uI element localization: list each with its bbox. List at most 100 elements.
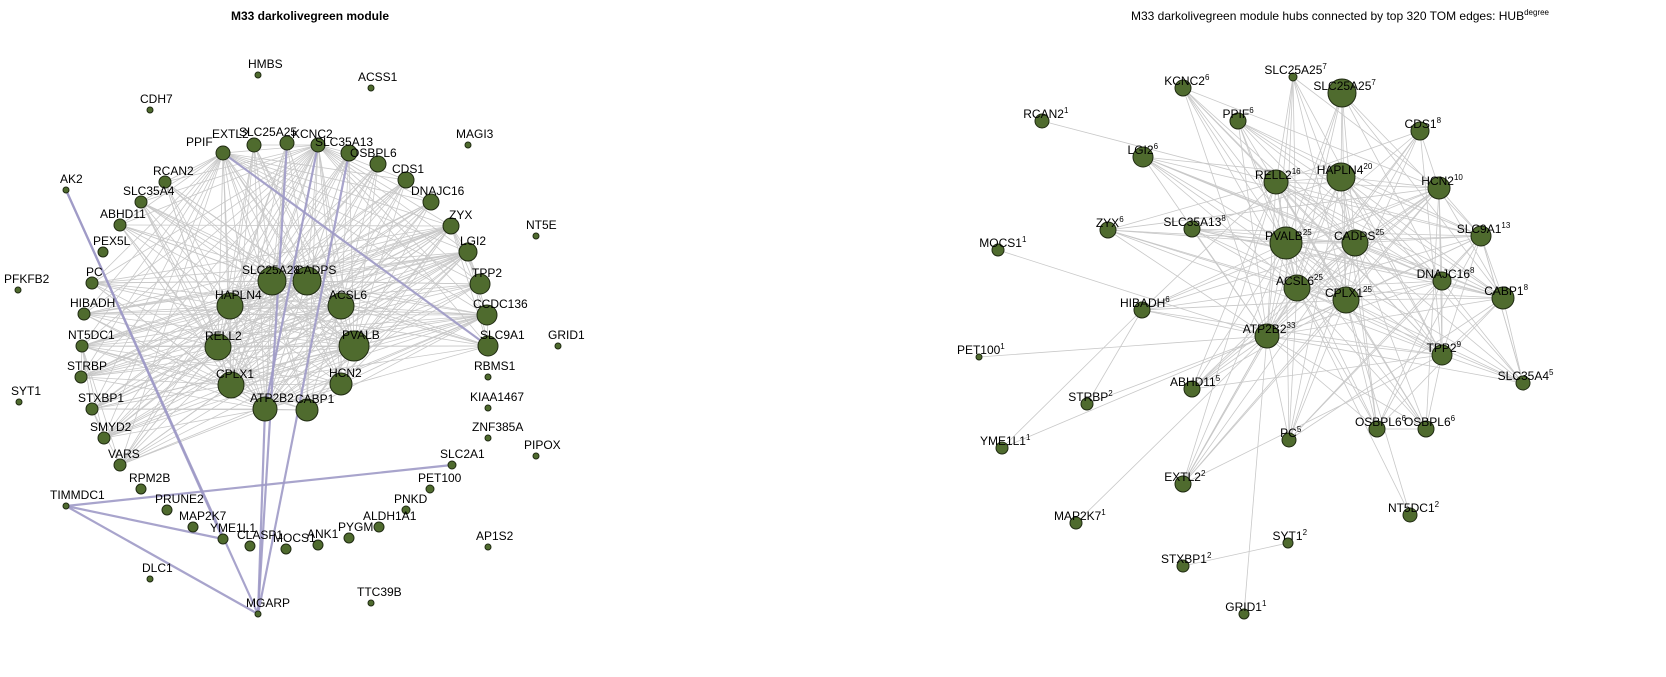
right-edge [1075,335,1268,524]
right-edge [1237,120,1342,178]
left-edge [340,179,407,307]
left-node-label: SLC25A25 [239,125,297,139]
left-node-label: ABHD11 [100,207,146,221]
left-edge [306,225,452,282]
left-node-label: NT5DC1 [68,328,115,342]
right-edge [1243,335,1268,615]
left-edge [81,345,121,466]
left-node-label: ANK1 [307,527,339,541]
left-edge [91,282,342,307]
right-node-label: GRID11 [1225,599,1267,614]
left-node-aldh1a1 [373,521,385,533]
right-node-label: MAP2K71 [1054,508,1106,523]
right-edge [1141,309,1268,337]
left-node-label: SLC35A13 [315,135,373,149]
left-node-cabp1 [295,398,319,422]
right-node-atp2b2 [1254,323,1280,349]
right-title-main: M33 darkolivegreen module hubs connected… [1131,9,1524,23]
right-node-label: PPIF6 [1223,106,1255,121]
right-edge [1285,242,1524,384]
right-edge [1191,287,1298,390]
right-edge [997,249,1268,337]
left-node-pipox [532,452,540,460]
right-node-stxbp1 [1176,559,1190,573]
left-node-label: MAP2K7 [179,509,227,523]
right-edge [1266,92,1343,337]
left-node-label: CABP1 [295,392,335,406]
right-edge [1182,242,1356,485]
left-edge [229,305,266,410]
left-edge [119,346,219,466]
left-node-label: SYT1 [11,384,41,398]
left-highlight-edge [256,142,289,615]
left-node-label: PYGM [338,520,373,534]
left-edge [119,224,231,307]
right-edge [1502,297,1524,384]
left-edge [230,345,489,386]
right-edge [1107,229,1356,244]
left-edge [222,152,273,282]
right-node-abhd11 [1183,380,1201,398]
right-node-label: SLC25A257 [1313,78,1376,93]
right-node-osbpl6 [1368,420,1386,438]
left-node-label: STRBP [67,359,107,373]
right-node-pvalb [1269,226,1303,260]
right-node-label: MOCS11 [979,235,1027,250]
right-node-slc35a13 [1183,220,1201,238]
left-highlight-edge [64,189,225,540]
right-edge [1141,242,1287,311]
left-node-hcn2 [329,372,353,396]
left-edge [91,384,232,410]
left-node-dlc1 [146,575,154,583]
left-edge [230,345,355,386]
left-highlight-edge [65,504,224,541]
left-node-label: SLC35A4 [123,184,175,198]
right-node-hcn2 [1427,176,1451,200]
left-node-label: MGARP [246,596,290,610]
left-node-slc35a13 [340,144,358,162]
right-edge [1288,242,1356,441]
right-edge [1288,287,1298,441]
left-node-label: TIMMDC1 [50,488,105,502]
left-node-tpp2 [469,273,491,295]
left-node-prune2 [161,504,173,516]
left-node-label: ATP2B2 [250,391,294,405]
right-edge [1296,176,1342,289]
left-edge [164,181,231,307]
right-edge [1441,354,1524,384]
left-node-label: SMYD2 [90,420,132,434]
right-node-label: LGI26 [1128,142,1159,157]
left-node-hapln4 [216,292,244,320]
left-edge [81,345,266,410]
left-edge [119,314,488,466]
right-edge [1237,120,1287,244]
left-node-znf385a [484,434,492,442]
left-edge [80,305,231,378]
right-node-label: OSBPL66 [1355,414,1407,429]
right-node-lgi2 [1132,146,1154,168]
left-node-label: GRID1 [548,328,585,342]
right-node-label: HAPLN420 [1317,162,1373,177]
left-edge [81,345,232,386]
left-edge [264,345,489,410]
right-edge [1296,92,1343,289]
left-edge [140,201,273,282]
right-edge [1296,287,1443,356]
left-node-pygm [343,532,355,544]
left-edge [317,144,407,181]
right-edge [1182,181,1277,485]
left-node-rbms1 [484,373,492,381]
left-node-label: DNAJC16 [411,184,465,198]
right-node-label: PVALB25 [1265,228,1312,243]
left-node-label: PRUNE2 [155,492,204,506]
right-edge [1182,542,1289,567]
left-node-label: CADPS [295,263,336,277]
left-highlight-edge [222,152,489,347]
left-edge [317,144,452,227]
right-edge [1345,280,1443,301]
left-node-slc2a1 [447,460,457,470]
left-node-strbp [74,370,88,384]
right-edge [1441,280,1524,384]
left-edge [340,305,488,316]
right-edge [1275,130,1421,183]
